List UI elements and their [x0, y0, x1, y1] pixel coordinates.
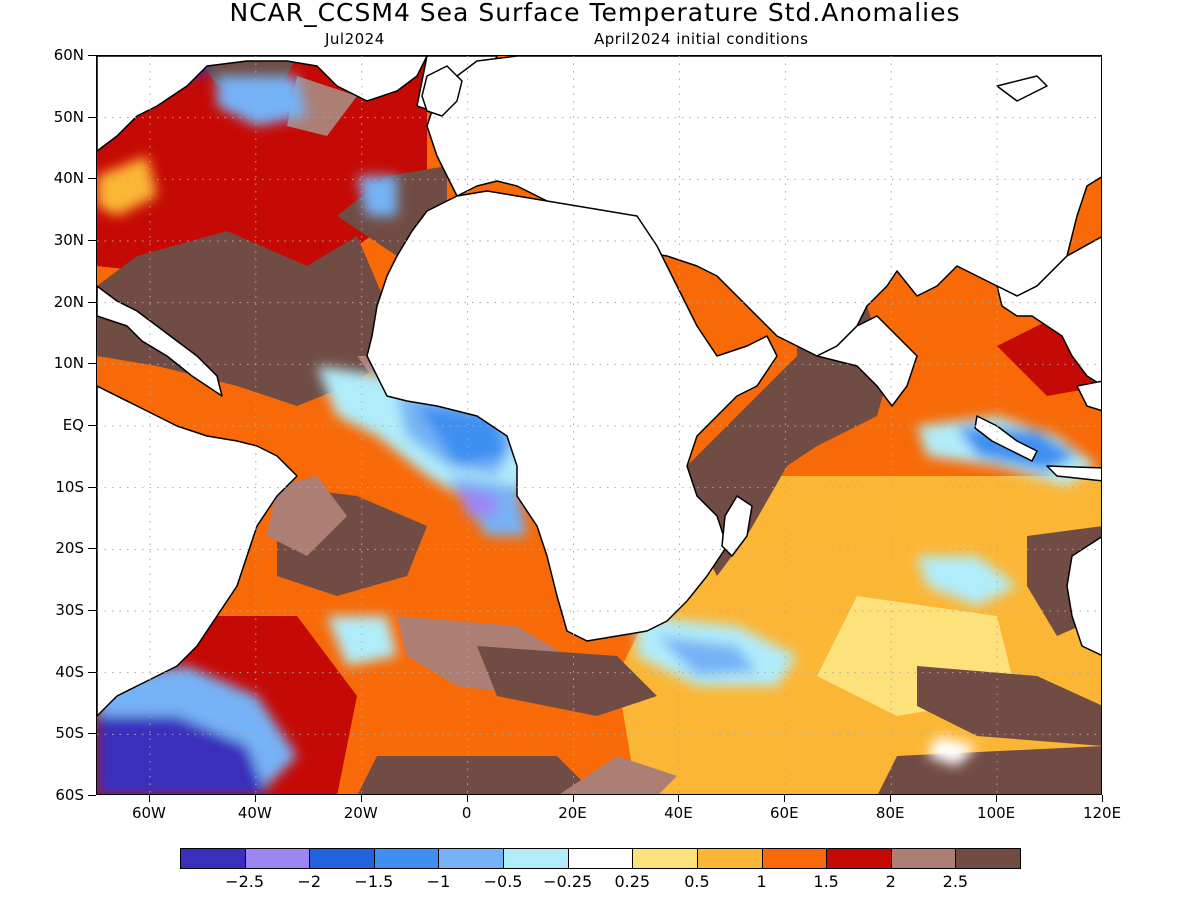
lon-label: 100E: [977, 804, 1016, 822]
colorbar-label: 2.5: [942, 872, 969, 891]
colorbar-label: 0.25: [614, 872, 651, 891]
lat-label: 50N: [53, 107, 84, 126]
colorbar-label: 2: [885, 872, 896, 891]
colorbar-label: −0.5: [483, 872, 523, 891]
colorbar-segment: [761, 848, 828, 869]
lon-tick: [254, 795, 256, 802]
lon-tick: [678, 795, 680, 802]
lat-tick: [88, 425, 96, 426]
colorbar-label: −2.5: [225, 872, 265, 891]
lon-tick: [1102, 795, 1103, 802]
colorbar-segment: [309, 848, 375, 869]
colorbar-segment: [373, 848, 440, 869]
lon-label: 80E: [875, 804, 905, 822]
colorbar-segment: [632, 848, 698, 869]
lat-label: 30S: [55, 601, 84, 619]
colorbar-segment: [244, 848, 311, 869]
lon-label: 0: [461, 804, 472, 822]
lat-tick: [88, 548, 96, 550]
colorbar-label: −1.5: [354, 872, 394, 891]
graticule: [97, 56, 1101, 794]
map-title: NCAR_CCSM4 Sea Surface Temperature Std.A…: [229, 0, 961, 27]
lon-label: 20W: [343, 804, 378, 822]
lat-label: 20S: [55, 539, 84, 558]
colorbar-segment: [955, 848, 1021, 869]
colorbar-segment: [826, 848, 892, 869]
lat-tick: [88, 55, 96, 56]
lat-tick: [88, 301, 96, 303]
lat-label: 40S: [55, 662, 84, 681]
land-mass: [97, 56, 1101, 717]
lat-label: 10N: [53, 354, 84, 373]
colorbar-label: −1: [426, 872, 451, 891]
lon-tick: [890, 795, 892, 802]
lat-tick: [88, 363, 96, 365]
lon-label: 20E: [558, 804, 587, 822]
lat-tick: [88, 116, 96, 118]
colorbar-label: −2: [297, 872, 322, 891]
lat-label: 30N: [53, 231, 84, 249]
lon-tick: [996, 795, 998, 802]
lat-tick: [88, 610, 96, 611]
colorbar-segment: [890, 848, 957, 869]
lon-tick: [466, 795, 468, 802]
lon-tick: [148, 795, 150, 802]
lon-label: 60W: [131, 804, 166, 822]
lat-tick: [88, 671, 96, 673]
lon-label: 120E: [1082, 804, 1122, 822]
sst-anomaly-map: [97, 56, 1101, 794]
forecast-month: Jul2024: [325, 30, 385, 48]
lat-label: EQ: [62, 416, 84, 434]
colorbar-label: 1: [756, 872, 767, 891]
lat-label: 40N: [53, 169, 84, 188]
lon-tick: [360, 795, 362, 802]
lat-tick: [88, 240, 96, 241]
map-plot-area: [96, 55, 1102, 795]
lon-tick: [784, 795, 786, 802]
colorbar-label: −0.25: [543, 872, 593, 891]
colorbar-segment: [180, 848, 246, 869]
lat-label: 60S: [55, 786, 84, 804]
colorbar-label: 0.5: [684, 872, 710, 891]
lat-label: 50S: [55, 724, 84, 743]
colorbar-segment: [696, 848, 763, 869]
lat-tick: [88, 178, 96, 180]
lat-label: 60N: [53, 46, 84, 64]
lon-tick: [572, 795, 574, 802]
colorbar-label: 1.5: [813, 872, 839, 891]
lat-tick: [88, 795, 96, 796]
colorbar-segment: [503, 848, 569, 869]
lat-tick: [88, 733, 96, 735]
colorbar-segment: [567, 848, 634, 869]
lat-label: 10S: [55, 477, 84, 496]
lon-label: 40W: [237, 804, 272, 822]
lon-label: 40E: [664, 804, 693, 822]
lat-label: 20N: [53, 292, 84, 311]
initial-conditions: April2024 initial conditions: [594, 30, 809, 48]
lat-tick: [88, 486, 96, 488]
lon-label: 60E: [770, 804, 799, 822]
colorbar-segment: [438, 848, 505, 869]
